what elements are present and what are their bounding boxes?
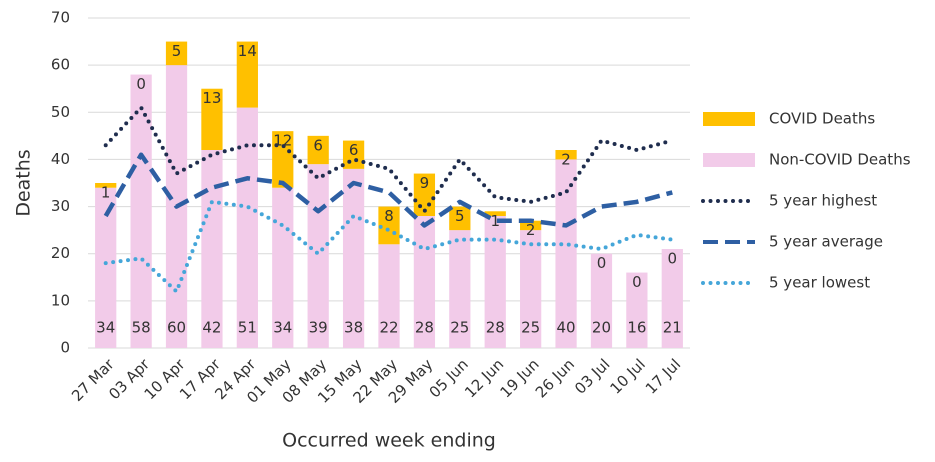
data-label: 28 [415, 319, 434, 337]
x-tick-label: 19 Jun [496, 355, 542, 401]
data-label: 13 [202, 89, 221, 107]
y-tick-label: 10 [51, 291, 70, 309]
data-label: 0 [136, 75, 146, 93]
bar-segment [484, 216, 506, 348]
bar-segment [236, 107, 258, 348]
bar-segment [413, 216, 436, 348]
data-label: 6 [349, 141, 359, 159]
data-label: 21 [663, 319, 682, 337]
bar-segment [130, 74, 152, 349]
legend-swatch [703, 112, 755, 126]
bar-segment [95, 183, 117, 188]
data-label: 40 [557, 319, 576, 337]
legend-label: 5 year lowest [769, 274, 870, 292]
data-label: 9 [420, 174, 430, 192]
data-label: 8 [384, 207, 394, 225]
bar-segment [307, 164, 329, 348]
bar-segment [626, 272, 648, 348]
data-label: 34 [96, 319, 115, 337]
bar-segment [378, 244, 400, 348]
bar-segment [555, 150, 577, 160]
x-tick-label: 17 Jul [642, 355, 684, 397]
line-series [103, 199, 675, 294]
data-label: 1 [490, 212, 500, 230]
bar-segment [307, 135, 329, 165]
bar-segment [95, 187, 117, 348]
x-axis-title: Occurred week ending [282, 430, 496, 452]
bar-segment [590, 253, 613, 348]
data-label: 2 [561, 151, 571, 169]
legend-label: Non-COVID Deaths [769, 151, 911, 169]
y-tick-label: 60 [51, 56, 70, 74]
bar-segment [449, 206, 471, 231]
data-label: 39 [309, 319, 328, 337]
bar-segment [555, 159, 577, 348]
data-label: 0 [632, 273, 642, 291]
data-label: 28 [486, 319, 505, 337]
bar-segment [342, 168, 365, 348]
data-label: 12 [273, 132, 292, 150]
legend-label: COVID Deaths [769, 110, 875, 128]
data-label: 38 [344, 319, 363, 337]
y-tick-label: 0 [60, 339, 70, 357]
data-label: 60 [167, 319, 186, 337]
data-label: 51 [238, 319, 257, 337]
y-tick-label: 30 [51, 197, 70, 215]
y-tick-label: 70 [51, 9, 70, 27]
data-label: 20 [592, 319, 611, 337]
bar-segment [661, 249, 683, 348]
data-label: 2 [526, 221, 536, 239]
x-tick-label: 12 Jun [461, 355, 507, 401]
data-label: 14 [238, 42, 257, 60]
x-tick-label: 03 Jul [571, 355, 613, 397]
data-label: 25 [450, 319, 469, 337]
bar-segment [236, 41, 258, 108]
data-label: 25 [521, 319, 540, 337]
bar-segment [201, 150, 223, 348]
data-label: 6 [313, 136, 323, 154]
data-label: 42 [202, 319, 221, 337]
y-tick-label: 20 [51, 244, 70, 262]
bar-segment [484, 211, 506, 216]
x-tick-label: 10 Jul [606, 355, 648, 397]
data-label: 58 [132, 319, 151, 337]
data-label: 0 [597, 254, 607, 272]
bar-segment [520, 220, 542, 231]
bar-segment [520, 230, 542, 348]
y-tick-label: 50 [51, 103, 70, 121]
y-tick-label: 40 [51, 150, 70, 168]
data-label: 5 [172, 42, 182, 60]
bar-segment [449, 230, 471, 348]
bar-segment [165, 41, 188, 66]
data-label: 16 [627, 319, 646, 337]
data-label: 1 [101, 184, 111, 202]
x-tick-label: 26 Jun [532, 355, 578, 401]
legend-label: 5 year average [769, 233, 883, 251]
x-tick-label: 05 Jun [426, 355, 472, 401]
legend-label: 5 year highest [769, 192, 877, 210]
bar-segment [201, 88, 223, 150]
y-axis-title: Deaths [13, 149, 35, 216]
data-label: 0 [668, 250, 678, 268]
data-label: 5 [455, 207, 465, 225]
line-series [103, 152, 673, 228]
data-label: 22 [379, 319, 398, 337]
data-label: 34 [273, 319, 292, 337]
legend-swatch [703, 153, 755, 167]
